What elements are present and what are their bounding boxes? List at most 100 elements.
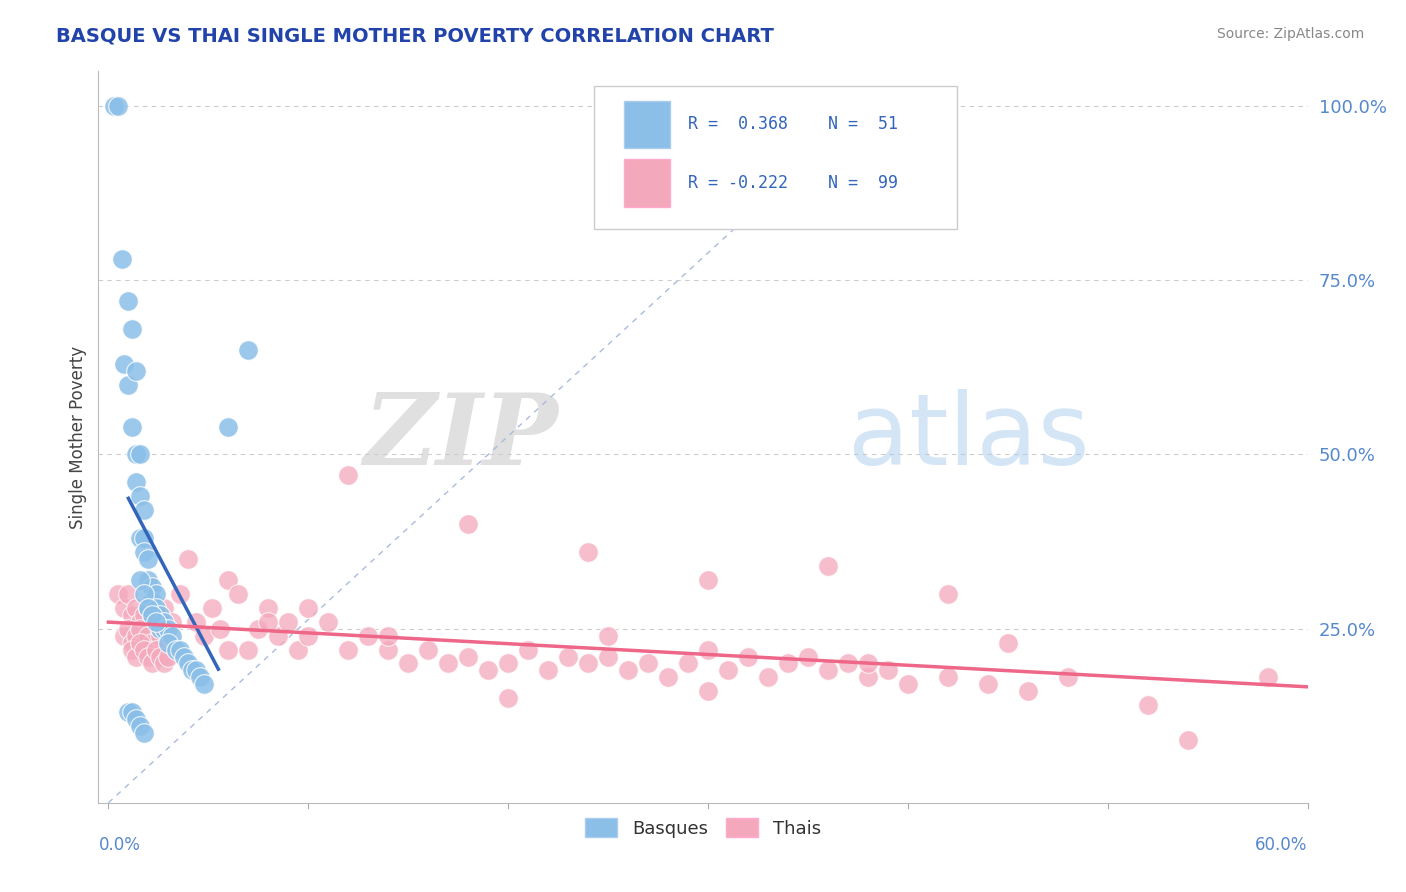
Point [697,642,720,657]
Point [141,615,163,629]
Point [437,657,460,671]
Point [817,664,839,678]
Point [112,357,135,371]
Point [129,622,152,636]
Point [153,657,176,671]
Point [117,294,139,309]
Point [148,607,170,622]
Point [141,635,163,649]
Point [357,629,380,643]
Point [125,649,148,664]
Point [177,552,200,566]
Point [121,322,143,336]
Point [267,629,290,643]
Point [316,615,339,629]
Point [145,615,167,629]
Point [297,629,319,643]
Text: 0.0%: 0.0% [98,836,141,854]
Point [186,664,208,678]
Point [217,642,239,657]
Point [396,657,419,671]
Point [157,635,180,649]
Point [149,649,172,664]
Point [117,377,139,392]
Point [897,677,920,691]
Point [138,649,160,664]
Point [1017,684,1039,698]
Legend: Basques, Thais: Basques, Thais [578,811,828,845]
Point [457,649,479,664]
Point [141,594,163,608]
Point [162,615,184,629]
Point [129,719,152,733]
Point [856,670,879,684]
Point [145,642,167,657]
Point [797,649,820,664]
Point [936,670,959,684]
Point [145,642,167,657]
Point [737,649,759,664]
Point [103,99,125,113]
Point [141,607,163,622]
Point [125,712,148,726]
Point [856,657,879,671]
Point [125,475,148,490]
Point [134,531,156,545]
Point [377,642,399,657]
Point [157,649,180,664]
Point [129,531,152,545]
Point [257,615,280,629]
FancyBboxPatch shape [624,159,671,207]
Point [153,622,176,636]
Point [117,587,139,601]
Point [134,642,156,657]
Point [125,448,148,462]
Point [576,657,599,671]
Point [117,622,139,636]
Point [201,600,224,615]
Point [141,607,163,622]
Point [697,684,720,698]
Point [107,99,129,113]
Text: R =  0.368    N =  51: R = 0.368 N = 51 [689,115,898,133]
Point [138,600,160,615]
Point [153,600,176,615]
Point [125,364,148,378]
Point [181,664,204,678]
Point [576,545,599,559]
Point [617,664,640,678]
Point [177,657,200,671]
Point [1136,698,1159,713]
Point [153,615,176,629]
Point [596,649,619,664]
Point [141,580,163,594]
Point [121,419,143,434]
Point [277,615,299,629]
Point [134,726,156,740]
Point [149,629,172,643]
Point [257,600,280,615]
Point [165,642,187,657]
Point [169,642,191,657]
Point [217,419,239,434]
Point [129,635,152,649]
Point [138,573,160,587]
Text: 60.0%: 60.0% [1256,836,1308,854]
Point [537,664,560,678]
Point [121,635,143,649]
Point [209,622,232,636]
Point [145,587,167,601]
Text: ZIP: ZIP [363,389,558,485]
Point [637,657,659,671]
Point [756,670,779,684]
Point [125,600,148,615]
Point [217,573,239,587]
Point [129,573,152,587]
Point [1257,670,1279,684]
Point [149,622,172,636]
Point [134,587,156,601]
Point [157,622,180,636]
Point [117,705,139,719]
Text: atlas: atlas [848,389,1090,485]
Point [1177,733,1199,747]
